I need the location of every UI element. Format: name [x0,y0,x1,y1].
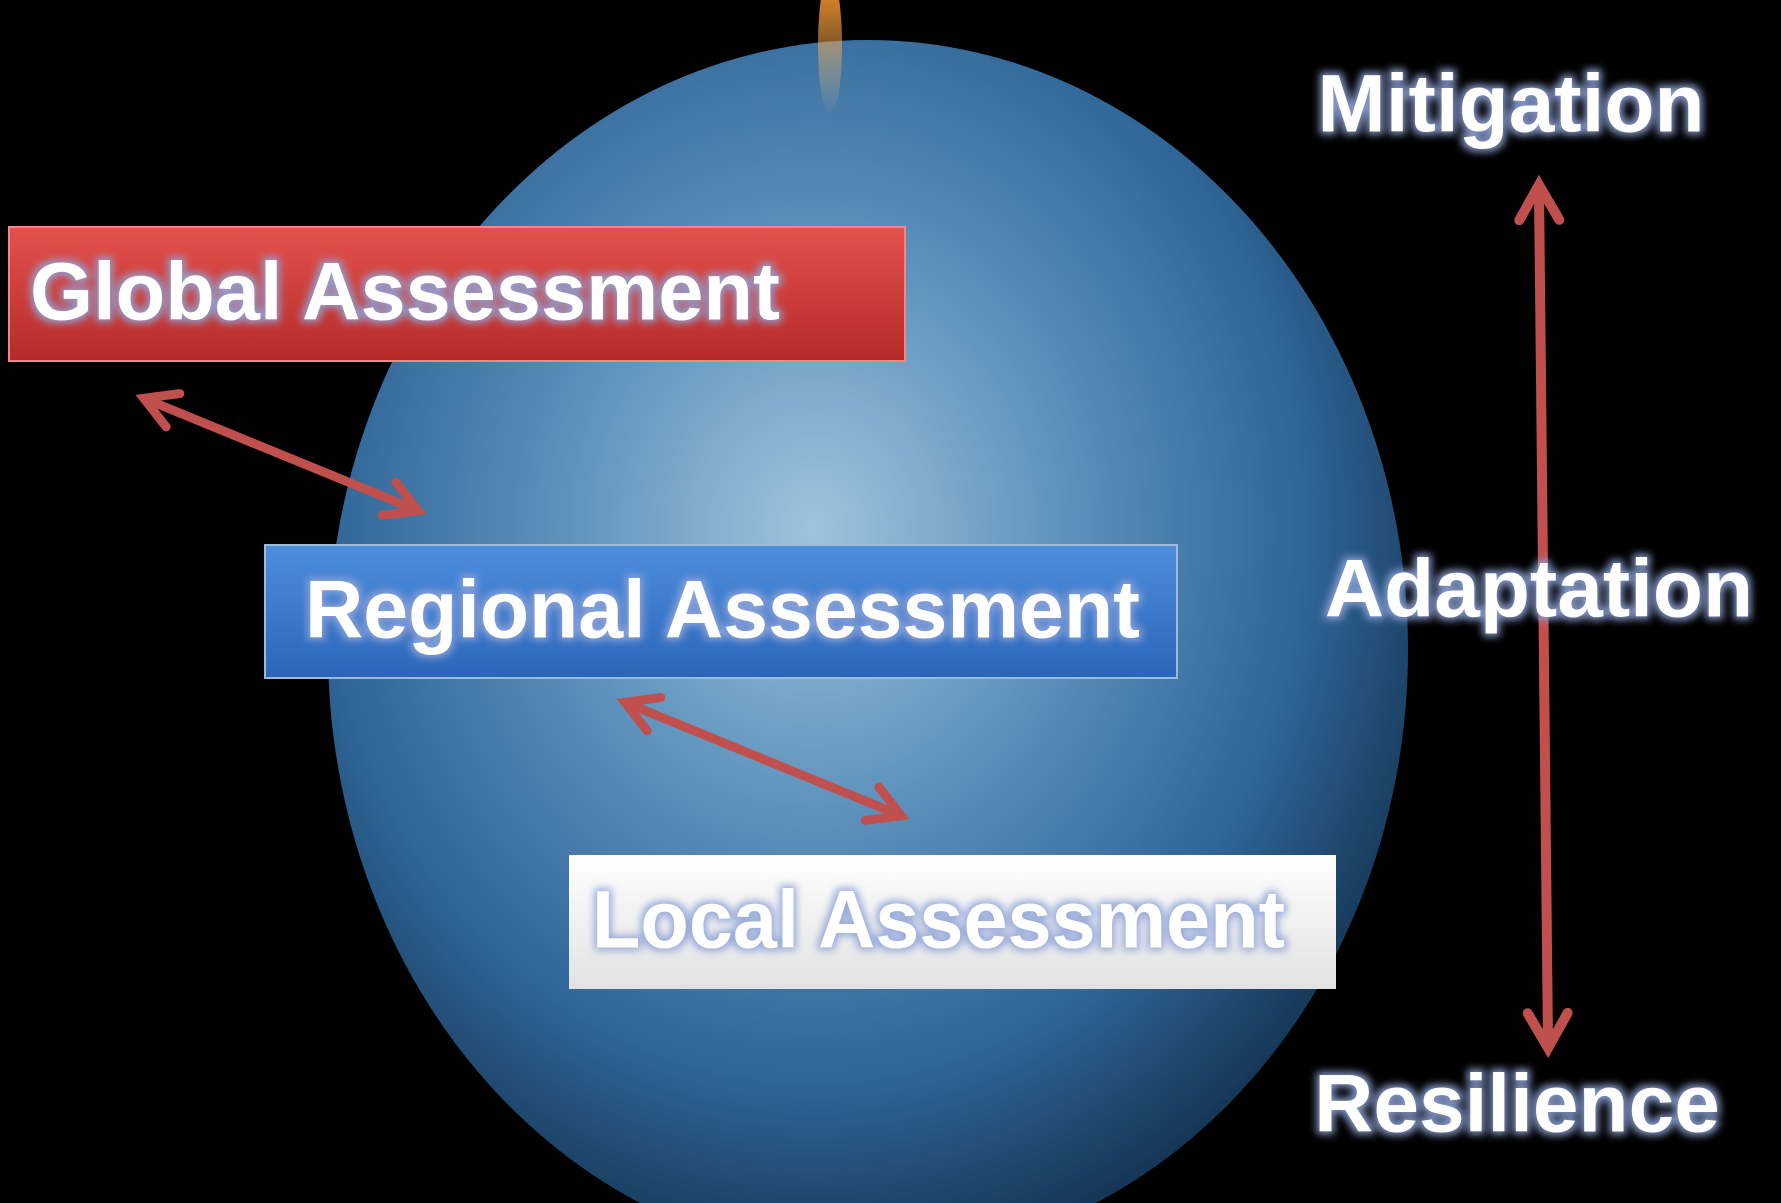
page: {"boxes": [{"label": "Global Assessment"… [0,0,1781,1203]
scale-label: Resilience [1314,1059,1720,1150]
box-label: Regional Assessment [305,565,1140,656]
box-label: Local Assessment [592,875,1285,966]
scale-label: Mitigation [1317,59,1704,150]
box-label: Global Assessment [30,247,780,338]
diagram: Global Assessment Regional Assessment Lo… [0,0,1781,1203]
scale-label: Adaptation [1325,544,1753,635]
